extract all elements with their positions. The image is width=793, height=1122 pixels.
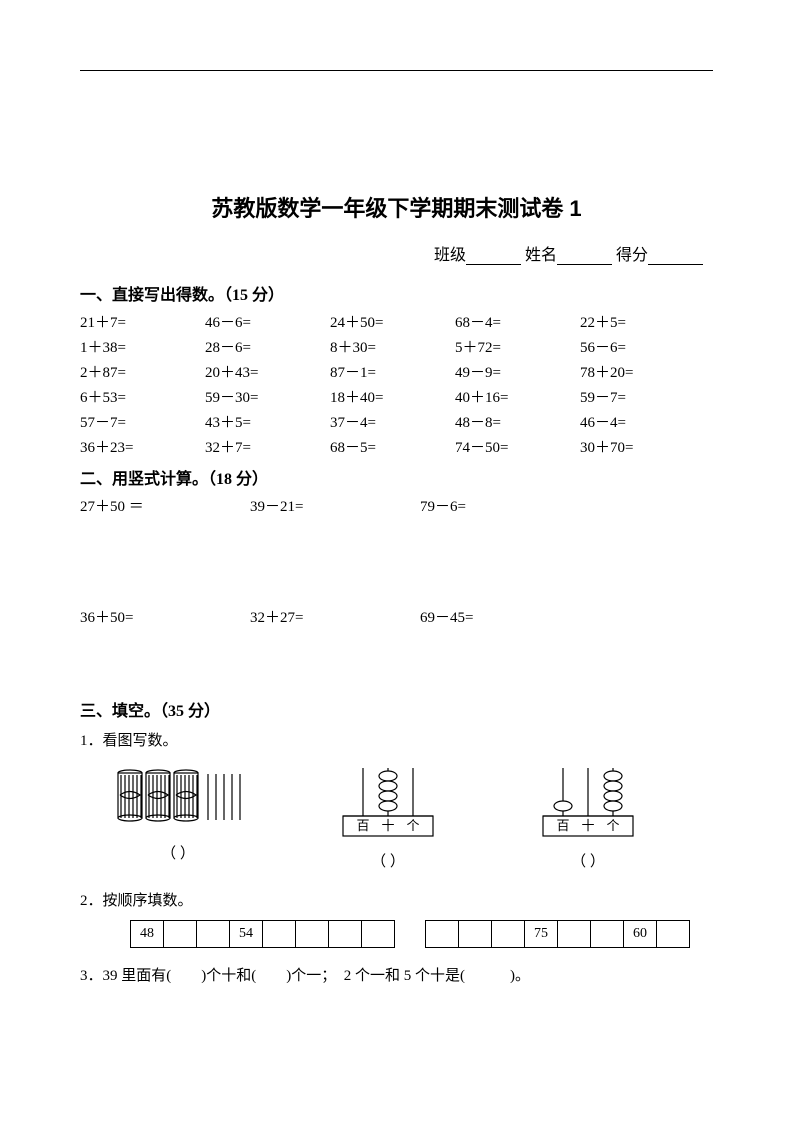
calc-cell: 30＋70= — [580, 436, 705, 457]
calc-cell: 1＋38= — [80, 336, 205, 357]
figure-abacus-1: 百 十 个 （ ） — [328, 762, 448, 871]
class-blank[interactable] — [466, 248, 521, 265]
fill-q1: 1．看图写数。 — [80, 729, 713, 750]
seq-cell[interactable] — [459, 921, 492, 948]
seq-cell[interactable]: 48 — [131, 921, 164, 948]
section-1-title: 一、直接写出得数。（15 分） — [80, 281, 713, 305]
abacus-t: 十 — [381, 818, 394, 833]
vertical-row2: 36＋50= 32＋27= 69－45= — [80, 606, 713, 627]
figure-bundles: （ ） — [108, 762, 248, 871]
seq-cell[interactable] — [558, 921, 591, 948]
calc-cell: 46－6= — [205, 311, 330, 332]
calc-cell: 56－6= — [580, 336, 705, 357]
info-line: 班级 姓名 得分 — [80, 241, 713, 265]
calc-cell: 46－4= — [580, 411, 705, 432]
vert-cell: 32＋27= — [250, 606, 420, 627]
vertical-row1: 27＋50 ＝ 39－21= 79－6= — [80, 495, 713, 516]
abacus-t: 十 — [581, 818, 594, 833]
bundles-icon — [108, 762, 248, 832]
vert-cell: 79－6= — [420, 495, 590, 516]
vert-cell: 27＋50 ＝ — [80, 495, 250, 516]
figure-caption: （ ） — [371, 850, 405, 871]
score-blank[interactable] — [648, 248, 703, 265]
calc-cell: 49－9= — [455, 361, 580, 382]
calc-cell: 18＋40= — [330, 386, 455, 407]
calc-cell: 43＋5= — [205, 411, 330, 432]
seq-cell[interactable]: 54 — [230, 921, 263, 948]
score-label: 得分 — [616, 247, 648, 264]
calc-cell: 57－7= — [80, 411, 205, 432]
seq-cell[interactable] — [296, 921, 329, 948]
calc-cell: 6＋53= — [80, 386, 205, 407]
calc-cell: 48－8= — [455, 411, 580, 432]
figure-abacus-2: 百 十 个 （ ） — [528, 762, 648, 871]
top-rule — [80, 70, 713, 71]
calc-cell: 28－6= — [205, 336, 330, 357]
seq-cell[interactable] — [657, 921, 690, 948]
fill-q2: 2．按顺序填数。 — [80, 889, 713, 910]
page-title: 苏教版数学一年级下学期期末测试卷 1 — [80, 191, 713, 223]
abacus-h: 百 — [556, 818, 569, 833]
vert-cell: 69－45= — [420, 606, 590, 627]
seq-table-1: 48 54 — [130, 920, 395, 948]
calc-cell: 36＋23= — [80, 436, 205, 457]
vert-cell: 36＋50= — [80, 606, 250, 627]
calc-cell: 20＋43= — [205, 361, 330, 382]
figures-row: （ ） 百 十 — [108, 762, 713, 871]
name-label: 姓名 — [525, 247, 557, 264]
fill-q3: 3．39 里面有( )个十和( )个一； 2 个一和 5 个十是( )。 — [80, 964, 713, 985]
page: 苏教版数学一年级下学期期末测试卷 1 班级 姓名 得分 一、直接写出得数。（15… — [0, 0, 793, 1031]
seq-table-2: 75 60 — [425, 920, 690, 948]
seq-cell[interactable] — [426, 921, 459, 948]
abacus-o: 个 — [406, 818, 419, 833]
seq-cell[interactable]: 60 — [624, 921, 657, 948]
abacus-icon: 百 十 个 — [328, 762, 448, 840]
seq-cell[interactable] — [197, 921, 230, 948]
calc-cell: 40＋16= — [455, 386, 580, 407]
calc-cell: 68－5= — [330, 436, 455, 457]
calc-cell: 87－1= — [330, 361, 455, 382]
abacus-h: 百 — [356, 818, 369, 833]
calc-cell: 22＋5= — [580, 311, 705, 332]
section-2-title: 二、用竖式计算。（18 分） — [80, 465, 713, 489]
section-3-title: 三、填空。（35 分） — [80, 697, 713, 721]
name-blank[interactable] — [557, 248, 612, 265]
calc-grid: 21＋7= 46－6= 24＋50= 68－4= 22＋5= 1＋38= 28－… — [80, 311, 713, 457]
seq-cell[interactable] — [362, 921, 395, 948]
seq-cell[interactable] — [263, 921, 296, 948]
calc-cell: 5＋72= — [455, 336, 580, 357]
calc-cell: 37－4= — [330, 411, 455, 432]
calc-cell: 59－30= — [205, 386, 330, 407]
calc-cell: 68－4= — [455, 311, 580, 332]
class-label: 班级 — [434, 247, 466, 264]
seq-cell[interactable]: 75 — [525, 921, 558, 948]
calc-cell: 24＋50= — [330, 311, 455, 332]
seq-cell[interactable] — [492, 921, 525, 948]
calc-cell: 8＋30= — [330, 336, 455, 357]
figure-caption: （ ） — [161, 842, 195, 863]
abacus-o: 个 — [606, 818, 619, 833]
calc-cell: 2＋87= — [80, 361, 205, 382]
calc-cell: 78＋20= — [580, 361, 705, 382]
calc-cell: 32＋7= — [205, 436, 330, 457]
calc-cell: 21＋7= — [80, 311, 205, 332]
seq-cell[interactable] — [591, 921, 624, 948]
seq-cell[interactable] — [164, 921, 197, 948]
sequence-tables: 48 54 75 60 — [130, 920, 713, 948]
abacus-icon: 百 十 个 — [528, 762, 648, 840]
calc-cell: 74－50= — [455, 436, 580, 457]
vert-cell: 39－21= — [250, 495, 420, 516]
calc-cell: 59－7= — [580, 386, 705, 407]
seq-cell[interactable] — [329, 921, 362, 948]
figure-caption: （ ） — [571, 850, 605, 871]
